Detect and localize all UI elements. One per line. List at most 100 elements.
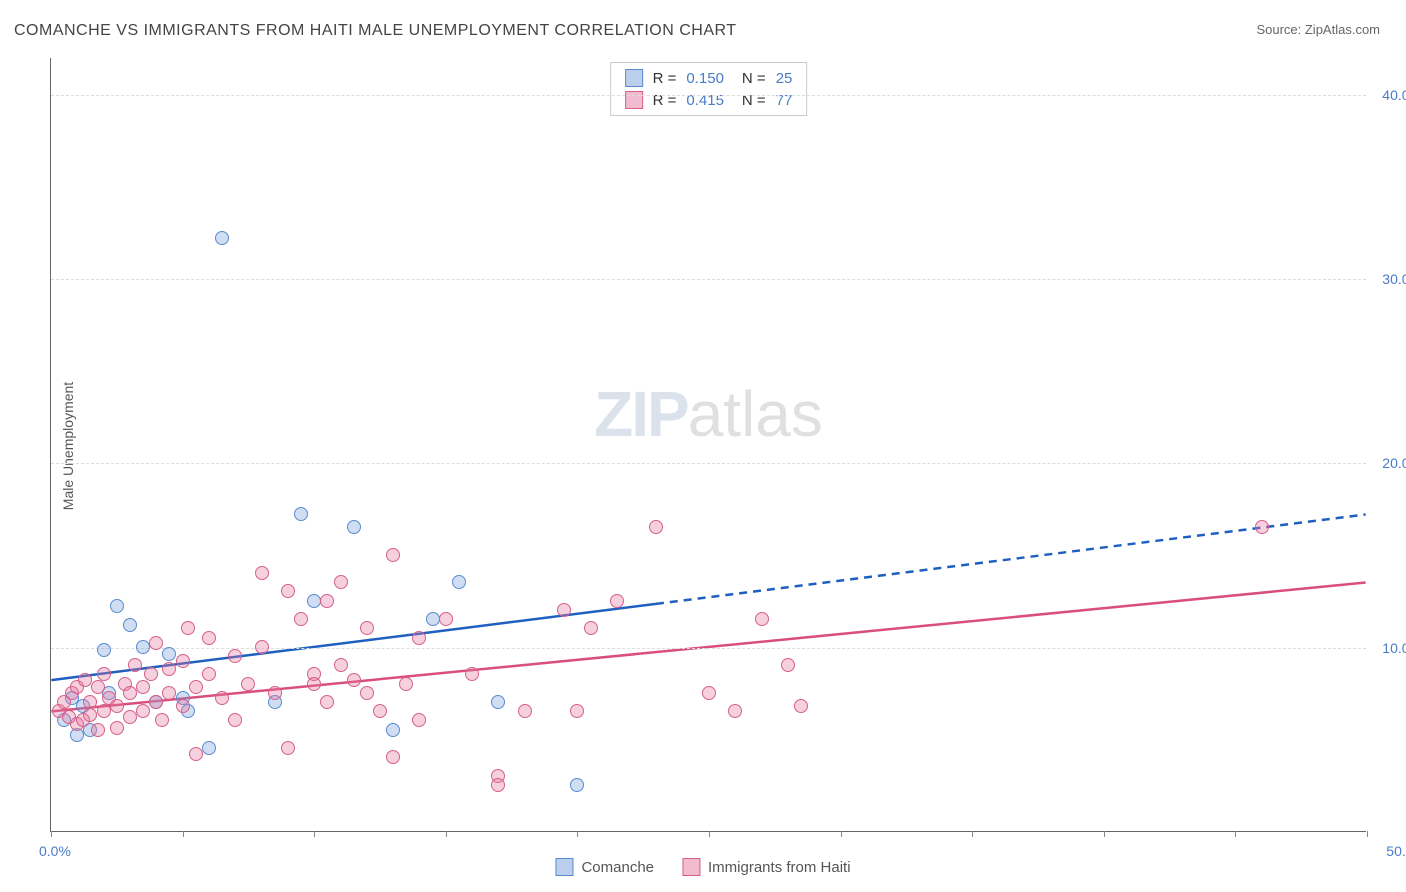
data-point <box>155 713 169 727</box>
gridline <box>51 95 1366 96</box>
data-point <box>491 778 505 792</box>
chart-container: COMANCHE VS IMMIGRANTS FROM HAITI MALE U… <box>0 0 1406 892</box>
data-point <box>360 621 374 635</box>
gridline <box>51 279 1366 280</box>
legend-label: Immigrants from Haiti <box>708 859 851 876</box>
y-tick-label: 30.0% <box>1382 271 1406 287</box>
data-point <box>386 723 400 737</box>
legend-item: Immigrants from Haiti <box>682 858 851 876</box>
data-point <box>97 643 111 657</box>
data-point <box>162 686 176 700</box>
data-point <box>215 231 229 245</box>
x-tick <box>577 831 578 837</box>
y-tick-label: 40.0% <box>1382 87 1406 103</box>
x-tick <box>183 831 184 837</box>
data-point <box>610 594 624 608</box>
data-point <box>162 662 176 676</box>
data-point <box>281 741 295 755</box>
data-point <box>347 673 361 687</box>
data-point <box>334 658 348 672</box>
data-point <box>491 695 505 709</box>
data-point <box>570 704 584 718</box>
data-point <box>386 750 400 764</box>
data-point <box>307 677 321 691</box>
data-point <box>78 673 92 687</box>
data-point <box>320 594 334 608</box>
data-point <box>189 680 203 694</box>
watermark-zip: ZIP <box>594 378 688 450</box>
y-tick-label: 10.0% <box>1382 640 1406 656</box>
data-point <box>128 658 142 672</box>
data-point <box>176 699 190 713</box>
x-tick <box>1104 831 1105 837</box>
data-point <box>755 612 769 626</box>
data-point <box>136 640 150 654</box>
data-point <box>320 695 334 709</box>
data-point <box>518 704 532 718</box>
data-point <box>144 667 158 681</box>
data-point <box>181 621 195 635</box>
data-point <box>97 704 111 718</box>
data-point <box>162 647 176 661</box>
data-point <box>110 721 124 735</box>
source-attribution: Source: ZipAtlas.com <box>1256 22 1380 37</box>
legend-swatch <box>682 858 700 876</box>
data-point <box>649 520 663 534</box>
data-point <box>334 575 348 589</box>
x-tick <box>1367 831 1368 837</box>
x-tick <box>446 831 447 837</box>
data-point <box>426 612 440 626</box>
data-point <box>91 723 105 737</box>
data-point <box>149 695 163 709</box>
data-point <box>202 741 216 755</box>
watermark: ZIPatlas <box>594 377 823 451</box>
legend-item: Comanche <box>555 858 654 876</box>
legend-row: R = 0.150 N = 25 <box>625 67 793 89</box>
gridline <box>51 463 1366 464</box>
legend-swatch <box>555 858 573 876</box>
data-point <box>781 658 795 672</box>
data-point <box>123 710 137 724</box>
data-point <box>584 621 598 635</box>
data-point <box>412 631 426 645</box>
data-point <box>136 680 150 694</box>
data-point <box>570 778 584 792</box>
data-point <box>412 713 426 727</box>
data-point <box>465 667 479 681</box>
data-point <box>373 704 387 718</box>
data-point <box>215 691 229 705</box>
data-point <box>347 520 361 534</box>
data-point <box>189 747 203 761</box>
legend-swatch <box>625 69 643 87</box>
x-tick <box>314 831 315 837</box>
data-point <box>83 708 97 722</box>
legend-r-label: R = <box>653 70 677 87</box>
data-point <box>110 599 124 613</box>
correlation-legend: R = 0.150 N = 25 R = 0.415 N = 77 <box>610 62 808 116</box>
x-max-label: 50.0% <box>1386 843 1406 859</box>
data-point <box>97 667 111 681</box>
data-point <box>136 704 150 718</box>
x-tick <box>709 831 710 837</box>
x-tick <box>51 831 52 837</box>
data-point <box>241 677 255 691</box>
plot-area: ZIPatlas R = 0.150 N = 25 R = 0.415 N = … <box>50 58 1366 832</box>
legend-label: Comanche <box>581 859 654 876</box>
data-point <box>255 640 269 654</box>
x-tick <box>972 831 973 837</box>
data-point <box>728 704 742 718</box>
x-tick <box>1235 831 1236 837</box>
data-point <box>702 686 716 700</box>
data-point <box>268 686 282 700</box>
x-min-label: 0.0% <box>39 843 71 859</box>
data-point <box>294 507 308 521</box>
data-point <box>307 594 321 608</box>
data-point <box>439 612 453 626</box>
gridline <box>51 648 1366 649</box>
data-point <box>176 654 190 668</box>
data-point <box>110 699 124 713</box>
data-point <box>228 649 242 663</box>
trend-lines <box>51 58 1366 831</box>
chart-title: COMANCHE VS IMMIGRANTS FROM HAITI MALE U… <box>14 22 737 40</box>
data-point <box>386 548 400 562</box>
